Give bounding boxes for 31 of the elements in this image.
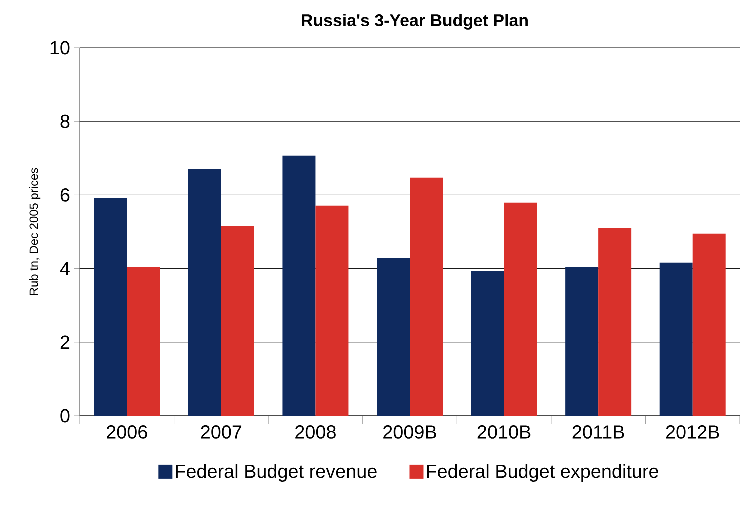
bar: [410, 178, 443, 416]
legend-label: Federal Budget revenue: [176, 464, 377, 482]
y-tick-label: 4: [60, 262, 70, 276]
x-tick-label: 2009B: [384, 426, 436, 439]
chart-title: Russia's 3-Year Budget Plan: [302, 14, 528, 30]
bar: [504, 202, 538, 416]
y-axis-title: Rub tn, Dec 2005 prices: [29, 168, 41, 296]
bar: [282, 156, 316, 416]
bar: [692, 234, 726, 416]
x-tick-label: 2008: [296, 426, 336, 439]
bar: [566, 266, 599, 416]
bar: [377, 258, 410, 416]
x-tick-label: 2007: [201, 426, 242, 439]
y-tick-label: 10: [50, 41, 70, 55]
y-tick-label: 2: [60, 336, 70, 350]
bar: [221, 226, 254, 416]
bar: [660, 262, 693, 416]
x-tick-label: 2006: [107, 426, 148, 439]
bar: [127, 266, 160, 416]
bar: [94, 198, 128, 416]
y-tick-label: 8: [60, 114, 70, 128]
x-tick-label: 2012B: [666, 426, 720, 439]
x-tick-label: 2010B: [478, 426, 531, 439]
bar: [598, 228, 632, 416]
legend-label: Federal Budget expenditure: [427, 464, 658, 482]
bar: [471, 271, 504, 416]
y-tick-label: 6: [60, 188, 70, 202]
bar: [316, 206, 349, 416]
x-tick-label: 2011B: [572, 426, 624, 439]
bar: [188, 169, 222, 416]
y-tick-label: 0: [60, 409, 70, 423]
